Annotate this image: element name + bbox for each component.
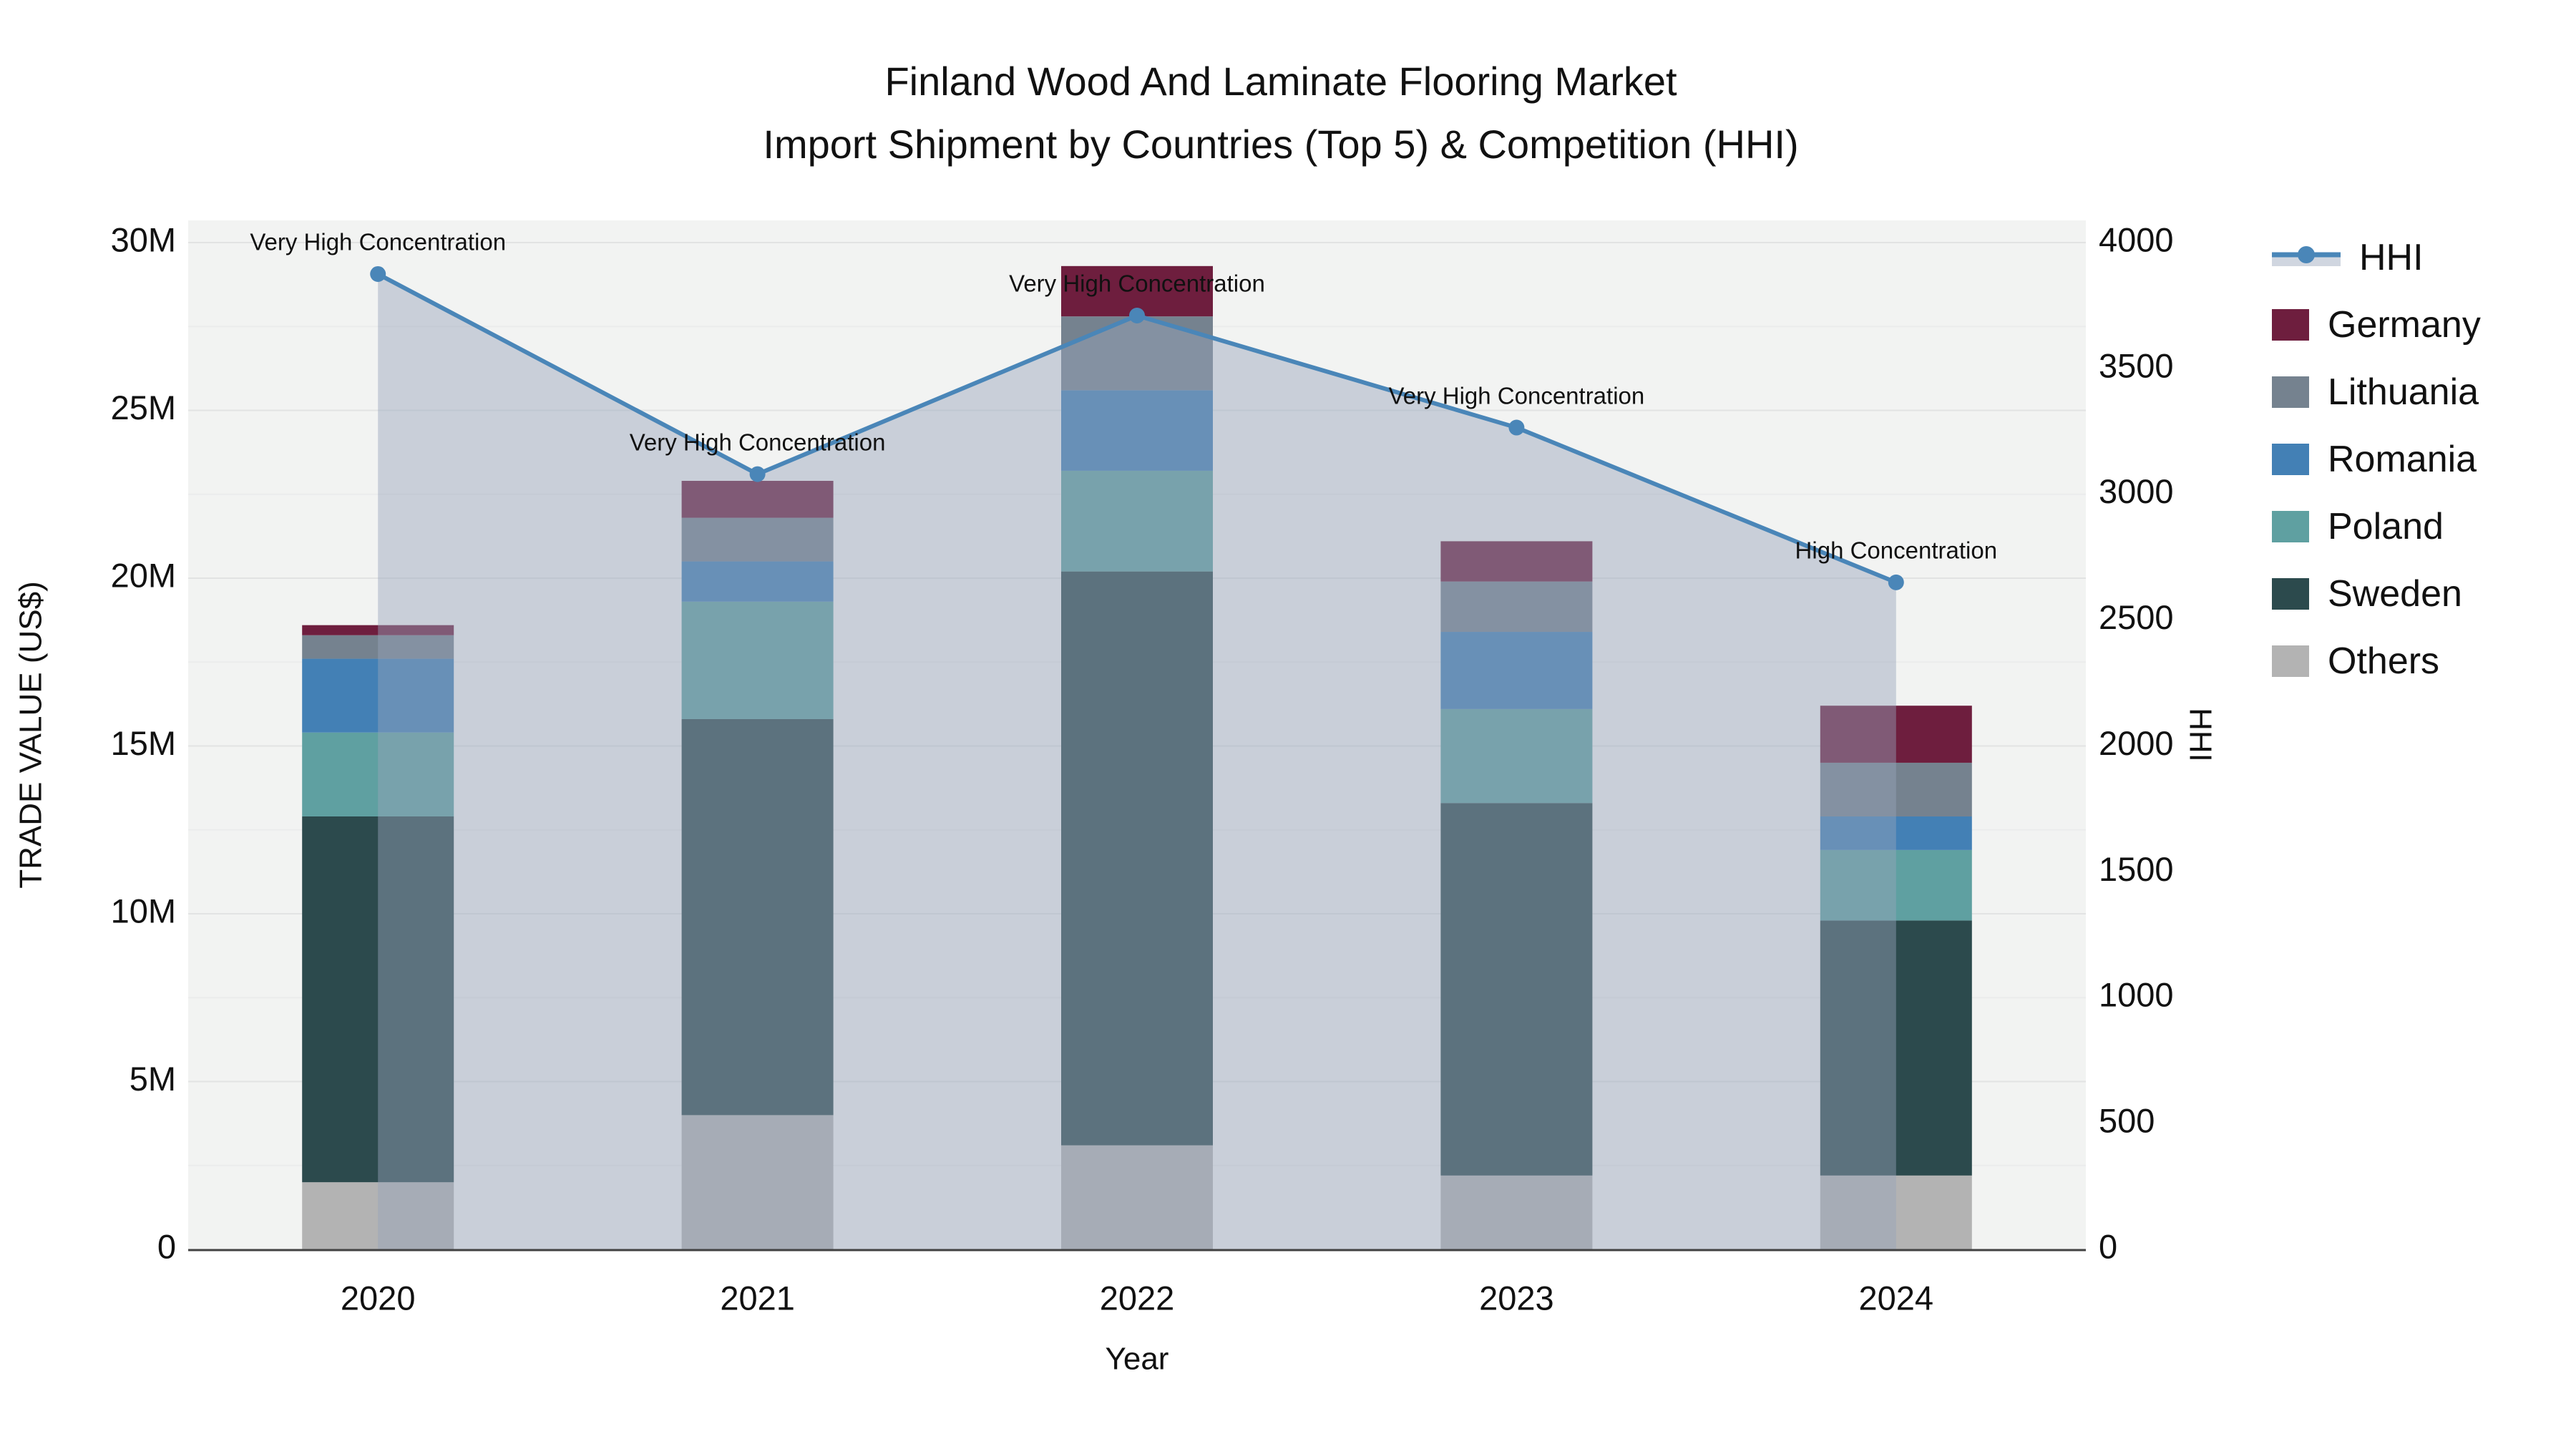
x-tick-label-2024: 2024 (1859, 1279, 1934, 1317)
bar-segment-romania-2021[interactable] (681, 561, 834, 602)
legend-label-sweden: Sweden (2328, 573, 2462, 615)
x-axis-title: Year (1106, 1342, 1169, 1377)
hhi-marker-2023[interactable] (1508, 419, 1525, 436)
bar-segment-poland-2021[interactable] (681, 601, 834, 719)
legend-swatch-germany (2272, 309, 2309, 341)
hhi-marker-2020[interactable] (370, 265, 386, 282)
chart-title-line2: Import Shipment by Countries (Top 5) & C… (763, 122, 1799, 167)
y-left-axis-title: TRADE VALUE (US$) (14, 581, 49, 889)
hhi-marker-2021[interactable] (749, 466, 766, 482)
bar-segment-others-2020[interactable] (302, 1182, 454, 1249)
x-tick-label-2020: 2020 (341, 1279, 416, 1317)
bar-segment-others-2022[interactable] (1061, 1145, 1213, 1249)
x-tick-label-2023: 2023 (1479, 1279, 1554, 1317)
legend-item-romania[interactable]: Romania (2272, 438, 2481, 481)
bar-segment-sweden-2024[interactable] (1820, 920, 1972, 1176)
legend-label-poland: Poland (2328, 506, 2444, 547)
bar-segment-germany-2024[interactable] (1820, 706, 1972, 763)
legend-label-romania: Romania (2328, 439, 2477, 480)
y-right-tick-label: 4000 (2099, 220, 2174, 258)
chart-legend: HHI Germany Lithuania Romania Poland Sweden Ot… (2272, 236, 2481, 683)
legend-item-lithuania[interactable]: Lithuania (2272, 371, 2481, 414)
y-right-tick-label: 2000 (2099, 724, 2174, 762)
legend-label-hhi: HHI (2359, 237, 2424, 278)
bar-segment-sweden-2022[interactable] (1061, 571, 1213, 1146)
legend-item-others[interactable]: Others (2272, 640, 2481, 683)
bar-segment-romania-2022[interactable] (1061, 390, 1213, 471)
y-right-axis-title: HHI (2182, 708, 2218, 762)
bar-segment-romania-2023[interactable] (1440, 632, 1593, 709)
bar-segment-lithuania-2023[interactable] (1440, 581, 1593, 633)
annotation-2022: Very High Concentration (1009, 270, 1265, 297)
annotation-2023: Very High Concentration (1389, 382, 1645, 409)
bar-segment-sweden-2023[interactable] (1440, 803, 1593, 1176)
y-right-tick-label: 3000 (2099, 472, 2174, 510)
bar-segment-lithuania-2024[interactable] (1820, 762, 1972, 816)
bar-segment-germany-2020[interactable] (302, 625, 454, 635)
legend-item-sweden[interactable]: Sweden (2272, 572, 2481, 615)
y-right-tick-label: 1500 (2099, 850, 2174, 888)
annotation-2020: Very High Concentration (250, 229, 506, 255)
legend-item-germany[interactable]: Germany (2272, 303, 2481, 346)
y-left-tick-label: 10M (111, 892, 176, 930)
legend-swatch-romania (2272, 444, 2309, 475)
x-tick-label-2021: 2021 (720, 1279, 795, 1317)
bar-segment-sweden-2020[interactable] (302, 816, 454, 1183)
legend-swatch-sweden (2272, 578, 2309, 610)
hhi-marker-2024[interactable] (1888, 574, 1904, 590)
legend-label-lithuania: Lithuania (2328, 371, 2479, 413)
bar-segment-poland-2022[interactable] (1061, 470, 1213, 572)
bar-segment-poland-2023[interactable] (1440, 708, 1593, 804)
y-right-tick-label: 500 (2099, 1102, 2155, 1140)
y-left-tick-label: 0 (157, 1227, 176, 1265)
bar-segment-others-2024[interactable] (1820, 1175, 1972, 1249)
legend-item-poland[interactable]: Poland (2272, 505, 2481, 548)
annotation-2024: High Concentration (1795, 537, 1998, 564)
bar-segment-germany-2023[interactable] (1440, 541, 1593, 582)
legend-label-others: Others (2328, 640, 2440, 682)
bar-segment-romania-2024[interactable] (1820, 816, 1972, 850)
chart-title: Finland Wood And Laminate Flooring Marke… (0, 50, 2562, 176)
legend-hhi-line-icon (2272, 246, 2341, 266)
y-right-tick-label: 2500 (2099, 598, 2174, 636)
y-left-tick-label: 30M (111, 220, 176, 258)
y-left-tick-label: 5M (130, 1060, 176, 1098)
legend-item-hhi[interactable]: HHI (2272, 236, 2481, 279)
bar-segment-poland-2020[interactable] (302, 732, 454, 816)
x-tick-label-2022: 2022 (1100, 1279, 1175, 1317)
legend-swatch-poland (2272, 511, 2309, 542)
bar-segment-others-2021[interactable] (681, 1115, 834, 1249)
annotation-2021: Very High Concentration (630, 429, 886, 455)
bar-segment-romania-2020[interactable] (302, 658, 454, 733)
legend-swatch-lithuania (2272, 376, 2309, 408)
bar-segment-lithuania-2021[interactable] (681, 517, 834, 562)
bar-segment-germany-2021[interactable] (681, 480, 834, 518)
y-right-tick-label: 3500 (2099, 346, 2174, 384)
y-left-tick-label: 15M (111, 724, 176, 762)
bar-segment-sweden-2021[interactable] (681, 718, 834, 1116)
y-right-tick-label: 0 (2099, 1227, 2117, 1265)
hhi-area-fill (378, 273, 1896, 1249)
legend-label-germany: Germany (2328, 304, 2481, 346)
legend-swatch-others (2272, 645, 2309, 677)
y-left-tick-label: 20M (111, 556, 176, 594)
hhi-marker-2022[interactable] (1129, 308, 1145, 324)
bar-segment-lithuania-2020[interactable] (302, 635, 454, 659)
y-left-tick-label: 25M (111, 389, 176, 426)
y-right-tick-label: 1000 (2099, 976, 2174, 1014)
bar-segment-others-2023[interactable] (1440, 1175, 1593, 1249)
chart-title-line1: Finland Wood And Laminate Flooring Marke… (884, 59, 1677, 104)
bar-segment-poland-2024[interactable] (1820, 849, 1972, 921)
